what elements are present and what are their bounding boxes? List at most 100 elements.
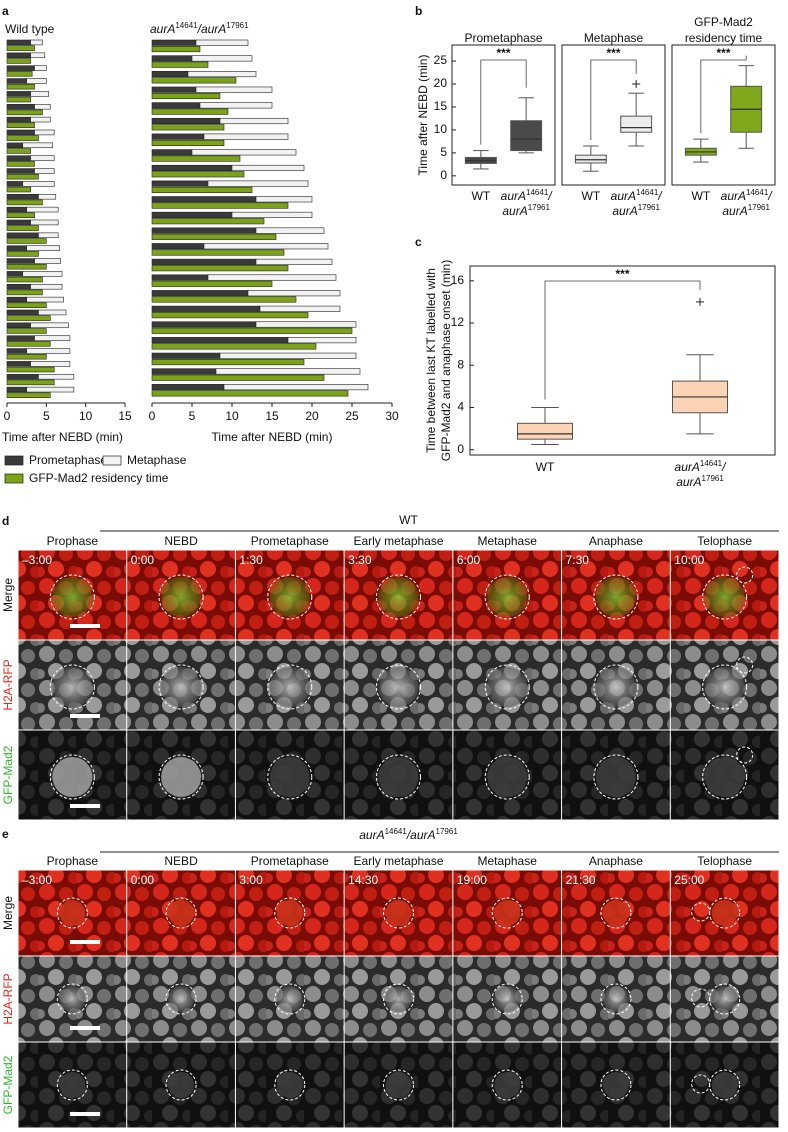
- bar: [151, 384, 225, 391]
- bar: [219, 352, 357, 359]
- bar: [151, 265, 289, 272]
- bar: [191, 149, 297, 156]
- column-header: NEBD: [164, 854, 198, 868]
- bar: [151, 368, 217, 375]
- bar: [38, 373, 75, 380]
- cell: [711, 986, 738, 1012]
- bar: [30, 52, 46, 59]
- column-header: NEBD: [164, 534, 198, 548]
- plot-frame: [469, 265, 776, 456]
- text-segment: aurA: [611, 189, 636, 203]
- significance-label: ***: [606, 46, 620, 60]
- box: [574, 154, 607, 164]
- text-segment: aurA: [502, 204, 527, 218]
- bar: [6, 52, 31, 59]
- timestamp: 25:00: [674, 873, 704, 887]
- bar: [151, 218, 265, 225]
- cell: [385, 900, 412, 926]
- bar: [6, 245, 27, 251]
- panel-label: e: [2, 827, 9, 841]
- cell: [378, 667, 419, 707]
- bar: [26, 386, 75, 393]
- bar: [6, 366, 55, 373]
- superscript: 14641: [175, 21, 198, 30]
- row-label: H2A-RFP: [1, 659, 15, 710]
- bar: [34, 335, 71, 341]
- x-tick-label: 10: [225, 409, 239, 423]
- y-tick-label: 4: [457, 400, 464, 414]
- bar: [151, 305, 261, 312]
- panel-label: d: [2, 514, 9, 528]
- bar: [207, 274, 337, 281]
- bar: [6, 271, 24, 277]
- bar: [6, 392, 51, 399]
- bar: [30, 283, 63, 290]
- column-header: Early metaphase: [353, 534, 443, 548]
- text-segment: aurA: [675, 460, 700, 474]
- x-tick-label: 25: [345, 409, 359, 423]
- text-segment: WT: [692, 189, 711, 203]
- cell: [52, 577, 93, 617]
- bar: [6, 232, 39, 239]
- bar: [151, 296, 297, 303]
- bar: [219, 117, 289, 125]
- bar: [38, 193, 57, 200]
- bar: [6, 322, 31, 329]
- cell-outline: [376, 754, 421, 800]
- superscript: 14641: [700, 459, 723, 468]
- cell-outline: [267, 574, 313, 620]
- legend-label: GFP-Mad2 residency time: [29, 471, 169, 485]
- bar: [151, 290, 249, 297]
- bar: [6, 83, 35, 90]
- significance-bracket: [590, 59, 637, 140]
- bar: [255, 227, 325, 234]
- row-label-group: H2A-RFP: [1, 973, 15, 1024]
- text-segment: aurA: [721, 189, 746, 203]
- cell: [385, 986, 412, 1012]
- label: WT: [472, 189, 491, 203]
- bar: [6, 186, 31, 193]
- cell: [168, 986, 195, 1012]
- bar: [151, 327, 353, 334]
- timestamp: –3:00: [22, 873, 52, 887]
- bar: [6, 263, 47, 270]
- cell: [704, 577, 745, 617]
- column-header: Prophase: [47, 854, 99, 868]
- superscript: 14641: [385, 827, 408, 836]
- timestamp: 3:00: [239, 873, 263, 887]
- cell-outline: [376, 574, 421, 620]
- timestamp: 19:00: [457, 873, 487, 887]
- text-segment: /: [657, 189, 663, 203]
- cell-outline: [691, 1074, 711, 1094]
- text-segment: residency time: [685, 31, 763, 45]
- superscript: 17961: [748, 203, 771, 212]
- bar: [223, 384, 369, 391]
- bar: [6, 78, 27, 84]
- cell-outline: [593, 664, 639, 710]
- label: Wild type: [5, 22, 55, 36]
- cell: [59, 986, 86, 1012]
- bar: [151, 374, 325, 381]
- bar: [151, 61, 209, 68]
- label: aurA14641/aurA17961: [150, 21, 249, 37]
- cell: [595, 667, 636, 707]
- bar: [151, 390, 349, 397]
- bar: [6, 58, 31, 64]
- cell-outline: [383, 1069, 414, 1101]
- cell-outline: [56, 897, 88, 929]
- superscript: 17961: [436, 827, 459, 836]
- box: [510, 120, 543, 152]
- text-segment: aurA: [722, 204, 747, 218]
- bar: [30, 39, 43, 46]
- timestamp: 7:30: [566, 553, 590, 567]
- bar: [151, 92, 221, 100]
- superscript: 14641: [746, 188, 769, 197]
- label: residency time: [685, 31, 763, 45]
- column-header: Prometaphase: [251, 534, 329, 548]
- cell: [704, 667, 745, 707]
- bar: [151, 337, 289, 344]
- text-segment: /: [721, 460, 727, 474]
- bar: [151, 258, 257, 265]
- bar: [151, 280, 273, 287]
